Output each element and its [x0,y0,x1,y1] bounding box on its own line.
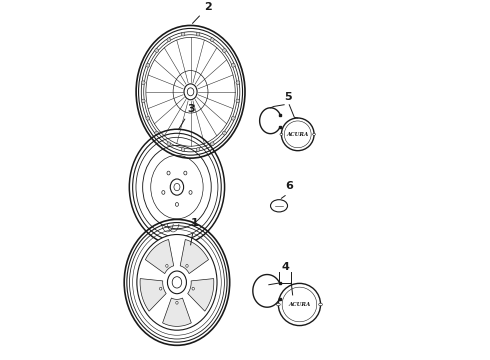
Ellipse shape [170,179,184,195]
Text: ACURA: ACURA [287,132,309,137]
Ellipse shape [184,171,187,175]
Text: 2: 2 [193,2,212,23]
Ellipse shape [222,131,226,135]
Ellipse shape [222,49,226,52]
Polygon shape [140,279,166,311]
Ellipse shape [168,271,186,294]
Ellipse shape [162,190,165,194]
Ellipse shape [141,81,145,85]
Ellipse shape [184,84,197,100]
Ellipse shape [211,38,214,42]
Text: 6: 6 [285,181,293,191]
Text: ACURA: ACURA [288,302,311,307]
Ellipse shape [276,303,280,306]
Polygon shape [180,239,209,274]
Ellipse shape [167,38,171,42]
Ellipse shape [189,190,192,194]
Ellipse shape [236,81,240,85]
Ellipse shape [196,32,200,36]
Ellipse shape [137,234,217,330]
Ellipse shape [236,99,240,103]
Ellipse shape [181,148,185,151]
Ellipse shape [278,283,320,325]
Ellipse shape [270,200,288,212]
Ellipse shape [211,142,214,146]
Ellipse shape [146,117,150,120]
Ellipse shape [196,148,200,151]
Polygon shape [188,279,214,311]
Ellipse shape [280,133,283,135]
Ellipse shape [155,131,159,135]
Ellipse shape [313,133,316,135]
Ellipse shape [167,142,171,146]
Ellipse shape [141,99,145,103]
Ellipse shape [166,265,168,267]
Ellipse shape [155,49,159,52]
Ellipse shape [318,303,322,306]
Ellipse shape [175,203,178,206]
Text: 5: 5 [284,92,292,102]
Ellipse shape [146,63,150,67]
Ellipse shape [181,32,185,36]
Text: 1: 1 [191,218,198,245]
Ellipse shape [176,301,178,304]
Polygon shape [163,298,191,327]
Ellipse shape [231,63,235,67]
Ellipse shape [192,287,195,290]
Ellipse shape [231,117,235,120]
Text: 3: 3 [178,104,195,130]
Ellipse shape [186,265,188,267]
Text: 4: 4 [281,262,289,273]
Ellipse shape [167,171,170,175]
Ellipse shape [160,287,162,290]
Polygon shape [146,239,174,274]
Ellipse shape [281,118,314,151]
